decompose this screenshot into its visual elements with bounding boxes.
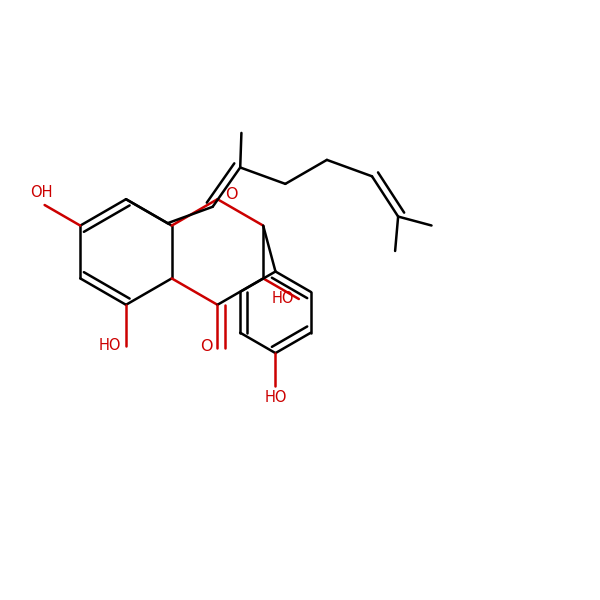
- Text: HO: HO: [98, 338, 121, 353]
- Text: O: O: [200, 340, 212, 355]
- Text: OH: OH: [31, 185, 53, 200]
- Text: HO: HO: [272, 292, 294, 307]
- Text: O: O: [224, 187, 237, 202]
- Text: HO: HO: [264, 390, 287, 405]
